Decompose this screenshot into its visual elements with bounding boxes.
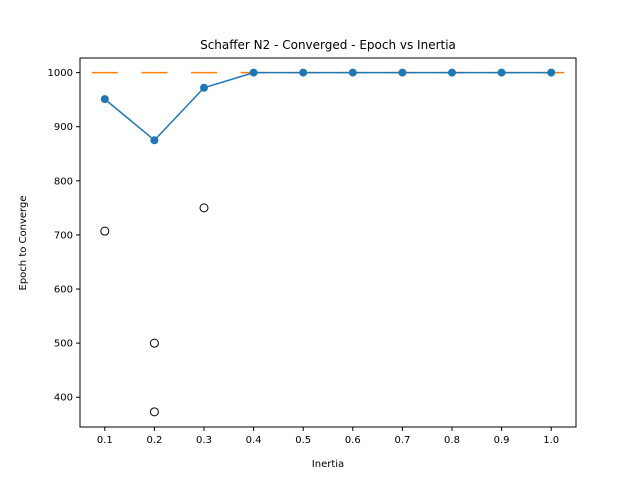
series-point-0.9 — [497, 68, 506, 77]
x-axis-label: Inertia — [312, 459, 344, 470]
x-tick-label-0.1: 0.1 — [97, 435, 113, 446]
x-tick-label-0.5: 0.5 — [295, 435, 311, 446]
x-tick-label-1.0: 1.0 — [543, 435, 559, 446]
outlier-point-3 — [149, 407, 159, 417]
plot-area: 0.1 0.2 0.3 0.4 0.5 0.6 0.7 0.8 0.9 1.0 400 500 600 7… — [48, 57, 577, 446]
series-line — [104, 71, 552, 142]
series-point-0.6 — [348, 68, 357, 77]
series-point-0.1 — [100, 95, 109, 104]
series-point-0.5 — [299, 68, 308, 77]
x-tick-label-0.8: 0.8 — [444, 435, 460, 446]
x-tick-label-0.4: 0.4 — [246, 435, 262, 446]
chart-title: Schaffer N2 - Converged - Epoch vs Inert… — [200, 38, 456, 52]
series-point-0.4 — [249, 68, 258, 77]
x-tick-label-0.9: 0.9 — [494, 435, 510, 446]
y-axis-label: Epoch to Converge — [18, 196, 29, 291]
series-point-0.2 — [150, 136, 159, 145]
outlier-point-4 — [199, 203, 209, 213]
series-point-0.8 — [448, 68, 456, 77]
y-tick-label-900: 900 — [54, 122, 73, 133]
y-tick-label-700: 700 — [54, 230, 73, 241]
x-tick-label-0.3: 0.3 — [196, 435, 212, 446]
outlier-point-1 — [100, 226, 110, 236]
y-tick-label-1000: 1000 — [48, 68, 73, 79]
y-tick-label-400: 400 — [54, 393, 73, 404]
y-tick-label-800: 800 — [54, 176, 73, 187]
plot-frame — [79, 57, 577, 428]
y-tick-label-600: 600 — [54, 285, 73, 296]
series-point-0.7 — [398, 68, 407, 77]
x-tick-label-0.7: 0.7 — [394, 435, 410, 446]
x-tick-label-0.2: 0.2 — [146, 435, 162, 446]
y-tick-label-500: 500 — [54, 339, 73, 350]
series-point-1.0 — [547, 68, 556, 77]
series-point-0.3 — [200, 83, 208, 92]
outlier-point-2 — [149, 338, 159, 348]
x-tick-label-0.6: 0.6 — [345, 435, 361, 446]
